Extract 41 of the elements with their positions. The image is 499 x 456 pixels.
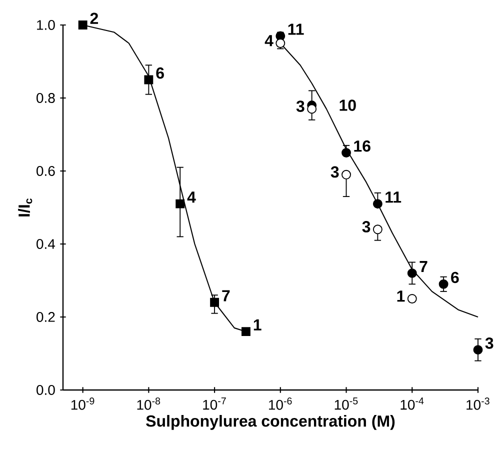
x-tick-label: 10$^{-8}$ xyxy=(137,398,160,410)
annotation: 1 xyxy=(397,290,405,302)
y-tick-label: 0.4 xyxy=(36,239,56,249)
y-tick-label: 1.0 xyxy=(37,20,55,30)
y-axis-title: I/I$_{c}$ xyxy=(18,198,32,216)
annotation: 2 xyxy=(90,12,98,24)
annotation: 11 xyxy=(386,192,402,203)
x-tick-label: 10$^{-7}$ xyxy=(203,398,226,410)
point xyxy=(342,170,351,180)
annotation: 7 xyxy=(420,261,428,272)
x-tick-label: 10$^{-9}$ xyxy=(71,398,94,410)
annotation: 4 xyxy=(187,192,196,203)
point xyxy=(372,199,382,209)
annotation: 3 xyxy=(362,221,370,232)
point xyxy=(407,294,417,304)
point xyxy=(473,345,483,355)
annotation: 11 xyxy=(288,24,304,35)
y-tick-label: 0.0 xyxy=(36,385,55,395)
x-axis-title: Sulphonylurea concentration (M) xyxy=(146,414,395,430)
y-tick-label: 0.6 xyxy=(36,166,55,176)
annotation: 3 xyxy=(330,166,339,178)
point xyxy=(438,279,448,289)
y-tick-label: 0.8 xyxy=(36,93,55,103)
annotation: 7 xyxy=(222,290,230,302)
annotation: 3 xyxy=(296,100,304,112)
x-tick-label: 10$^{-6}$ xyxy=(268,398,292,410)
annotation: 6 xyxy=(156,67,164,79)
point xyxy=(407,268,417,278)
annotation: 10 xyxy=(340,100,356,111)
annotation: 3 xyxy=(485,338,494,349)
annotation: 4 xyxy=(264,35,274,46)
point xyxy=(342,148,351,158)
y-tick-label: 0.2 xyxy=(36,312,55,322)
annotation: 1 xyxy=(254,319,262,330)
point xyxy=(307,104,317,114)
x-tick-label: 10$^{-3}$ xyxy=(466,398,490,410)
x-tick-label: 10$^{-4}$ xyxy=(400,398,424,410)
annotation: 16 xyxy=(354,140,370,152)
point xyxy=(372,224,382,234)
annotation: 6 xyxy=(451,272,459,284)
x-tick-label: 10$^{-5}$ xyxy=(334,398,358,410)
